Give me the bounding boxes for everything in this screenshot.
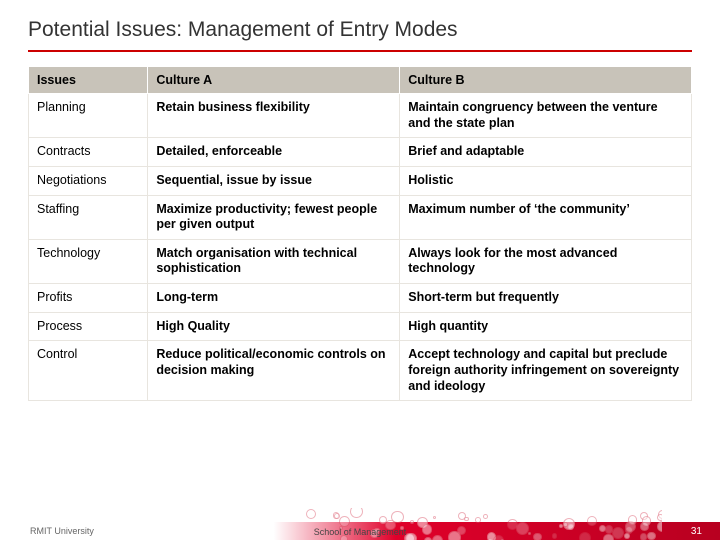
- col-header-culture-a: Culture A: [148, 67, 400, 94]
- slide-footer: RMIT University School of Management 31: [0, 512, 720, 540]
- cell-issue: Control: [29, 341, 148, 401]
- table-row: ProfitsLong-termShort-term but frequentl…: [29, 284, 692, 313]
- cell-culture-b: Always look for the most advanced techno…: [400, 239, 692, 283]
- cell-issue: Profits: [29, 284, 148, 313]
- table-row: NegotiationsSequential, issue by issueHo…: [29, 166, 692, 195]
- page-number: 31: [691, 526, 702, 537]
- footer-school: School of Management: [314, 527, 407, 537]
- cell-culture-a: Detailed, enforceable: [148, 138, 400, 167]
- table-row: StaffingMaximize productivity; fewest pe…: [29, 195, 692, 239]
- cell-issue: Staffing: [29, 195, 148, 239]
- cell-culture-a: Match organisation with technical sophis…: [148, 239, 400, 283]
- cell-issue: Process: [29, 312, 148, 341]
- cell-culture-b: Holistic: [400, 166, 692, 195]
- cell-issue: Planning: [29, 94, 148, 138]
- cell-culture-a: Retain business flexibility: [148, 94, 400, 138]
- cell-culture-a: High Quality: [148, 312, 400, 341]
- table-row: ControlReduce political/economic control…: [29, 341, 692, 401]
- col-header-issues: Issues: [29, 67, 148, 94]
- issues-table: Issues Culture A Culture B PlanningRetai…: [28, 66, 692, 401]
- cell-culture-b: Accept technology and capital but preclu…: [400, 341, 692, 401]
- cell-issue: Contracts: [29, 138, 148, 167]
- table-row: ProcessHigh QualityHigh quantity: [29, 312, 692, 341]
- cell-culture-a: Maximize productivity; fewest people per…: [148, 195, 400, 239]
- table-row: ContractsDetailed, enforceableBrief and …: [29, 138, 692, 167]
- table-row: TechnologyMatch organisation with techni…: [29, 239, 692, 283]
- slide-title: Potential Issues: Management of Entry Mo…: [28, 18, 692, 52]
- cell-culture-b: Maximum number of ‘the community’: [400, 195, 692, 239]
- cell-issue: Technology: [29, 239, 148, 283]
- col-header-culture-b: Culture B: [400, 67, 692, 94]
- cell-culture-b: Short-term but frequently: [400, 284, 692, 313]
- cell-issue: Negotiations: [29, 166, 148, 195]
- cell-culture-a: Long-term: [148, 284, 400, 313]
- cell-culture-b: Brief and adaptable: [400, 138, 692, 167]
- footer-org: RMIT University: [30, 526, 94, 536]
- cell-culture-b: High quantity: [400, 312, 692, 341]
- table-header-row: Issues Culture A Culture B: [29, 67, 692, 94]
- table-row: PlanningRetain business flexibilityMaint…: [29, 94, 692, 138]
- cell-culture-a: Sequential, issue by issue: [148, 166, 400, 195]
- cell-culture-a: Reduce political/economic controls on de…: [148, 341, 400, 401]
- cell-culture-b: Maintain congruency between the venture …: [400, 94, 692, 138]
